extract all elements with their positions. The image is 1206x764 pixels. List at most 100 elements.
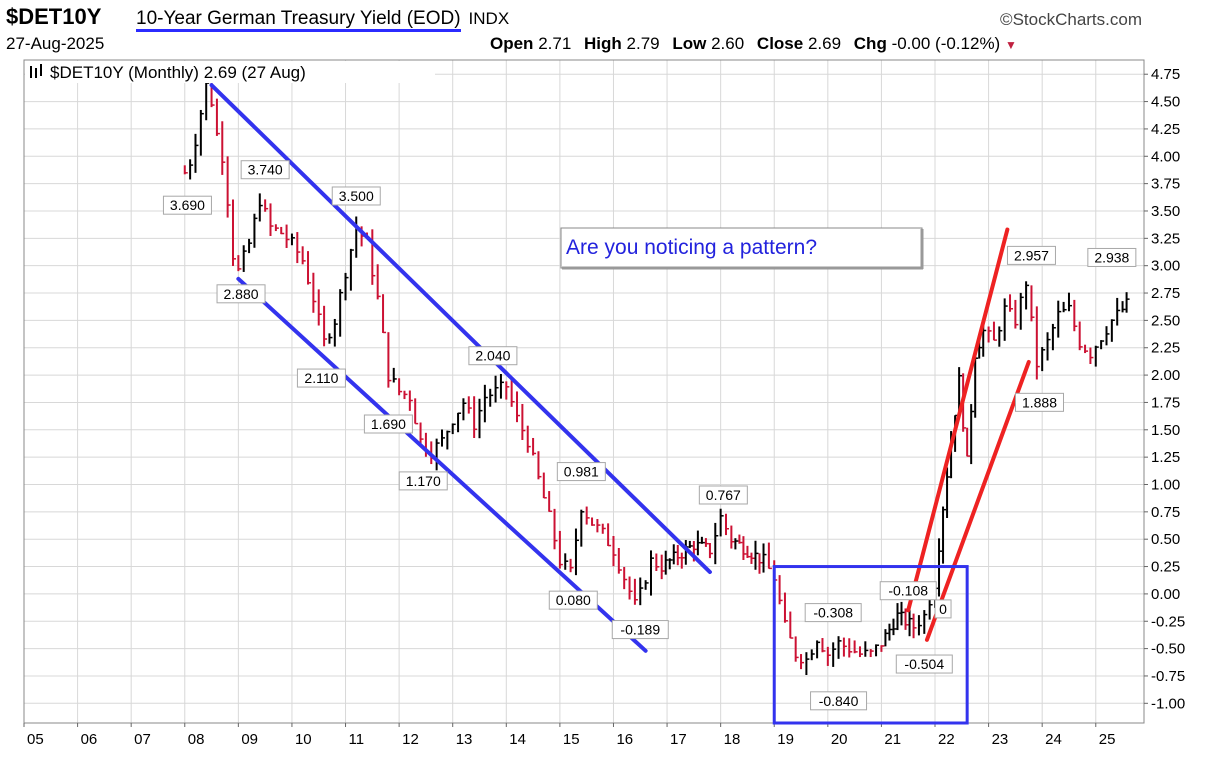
annotation: 3.690 <box>162 195 212 215</box>
annotation-label: 3.740 <box>248 162 283 178</box>
annotation-label: -0.840 <box>819 693 859 709</box>
low-value: 2.60 <box>711 34 745 53</box>
y-tick-label: 4.00 <box>1151 148 1180 165</box>
y-axis: 4.75 4.50 4.25 4.00 3.75 3.50 3.25 3.00 2.75 2.50… <box>1144 66 1185 712</box>
x-tick-label: 12 <box>402 731 419 748</box>
y-tick-label: 0.00 <box>1151 586 1180 603</box>
x-tick-label: 11 <box>349 731 365 748</box>
y-tick-label: 3.50 <box>1151 203 1180 220</box>
exchange-label: INDX <box>468 9 510 28</box>
chg-label: Chg <box>853 34 887 53</box>
annotation-label: 3.690 <box>170 197 205 213</box>
annotation: 1.170 <box>398 471 448 491</box>
annotation-label: 2.110 <box>304 370 338 386</box>
annotation-box <box>548 590 598 610</box>
annotation-label: -0.108 <box>888 583 928 599</box>
x-tick-label: 25 <box>1099 731 1116 748</box>
y-tick-label: 1.75 <box>1151 394 1180 411</box>
annotation-box <box>895 654 953 674</box>
annotation-label: 1.170 <box>406 473 441 489</box>
annotation-box <box>1087 247 1137 267</box>
plot-frame <box>23 59 1145 724</box>
y-tick-label: 1.50 <box>1151 422 1180 439</box>
legend-text: $DET10Y (Monthly) 2.69 (27 Aug) <box>50 63 306 82</box>
y-tick-label: 2.00 <box>1151 367 1180 384</box>
y-tick-label: 1.25 <box>1151 449 1180 466</box>
x-tick-label: 08 <box>188 731 205 748</box>
brand-logo[interactable]: ©StockCharts.com <box>1000 10 1142 29</box>
annotation-box <box>398 471 448 491</box>
close-value: 2.69 <box>807 34 842 53</box>
x-tick-label: 15 <box>563 731 580 748</box>
annotation-label: 2.957 <box>1014 247 1049 263</box>
annotation-label: 0.080 <box>556 592 591 608</box>
y-tick-label: 4.50 <box>1151 94 1180 111</box>
trend-lower-line <box>924 359 1031 642</box>
annotation-box <box>216 284 266 304</box>
x-tick-label: 16 <box>616 731 633 748</box>
bar-chart-icon <box>30 64 42 78</box>
annotation: -0.504 <box>895 654 953 674</box>
annotation-box <box>611 620 669 640</box>
x-tick-label: 19 <box>777 731 794 748</box>
annotation-box <box>331 186 381 206</box>
annotation-label: -0.189 <box>620 622 660 638</box>
x-tick-label: 10 <box>295 731 312 748</box>
annotation-box <box>556 462 606 482</box>
annotation-label: 0 <box>939 601 947 617</box>
y-tick-label: 0.50 <box>1151 531 1180 548</box>
y-tick-label: -0.50 <box>1151 641 1185 658</box>
annotation-label: 2.938 <box>1094 249 1129 265</box>
drawn-lines <box>209 83 1031 725</box>
callout: Are you noticing a pattern? <box>560 227 924 270</box>
x-tick-label: 06 <box>81 731 98 748</box>
annotation-box <box>468 346 518 366</box>
annotation: 2.938 <box>1087 247 1137 267</box>
annotation-label: -0.308 <box>813 605 853 621</box>
annotation-box <box>363 414 413 434</box>
annotation-label: -0.504 <box>904 656 944 672</box>
x-tick-label: 14 <box>509 731 526 748</box>
price-bars <box>183 74 1130 676</box>
annotation-box <box>810 691 868 711</box>
y-tick-label: 3.75 <box>1151 176 1180 193</box>
annotation: 0.981 <box>556 462 606 482</box>
chg-value: -0.00 (-0.12%) <box>891 34 1001 53</box>
annotation: 1.888 <box>1015 392 1065 412</box>
annotation: 2.957 <box>1006 245 1056 265</box>
chart-title: 10-Year German Treasury Yield (EOD) INDX <box>136 8 510 32</box>
annotation: -0.840 <box>810 691 868 711</box>
low-label: Low <box>672 34 707 53</box>
annotation: 2.110 <box>296 368 346 388</box>
x-tick-label: 22 <box>938 731 955 748</box>
annotation-box <box>162 195 212 215</box>
x-tick-label: 09 <box>241 731 258 748</box>
callout-text: Are you noticing a pattern? <box>566 236 817 259</box>
x-tick-label: 18 <box>724 731 741 748</box>
y-tick-label: 0.75 <box>1151 504 1180 521</box>
annotation-box <box>879 581 937 601</box>
x-tick-label: 13 <box>456 731 473 748</box>
title-text: 10-Year German Treasury Yield (EOD) <box>136 8 461 32</box>
annotation-box <box>698 485 748 505</box>
annotation-label: 2.880 <box>224 286 259 302</box>
annotation: 0 <box>934 599 952 619</box>
annotation: 0.080 <box>548 590 598 610</box>
annotation: -0.308 <box>804 603 862 623</box>
quote-line: Open 2.71 High 2.79 Low 2.60 Close 2.69 … <box>482 34 1017 54</box>
y-tick-label: 1.00 <box>1151 476 1180 493</box>
channel-upper-line <box>209 83 712 575</box>
y-tick-label: 3.00 <box>1151 258 1180 275</box>
annotation-label: 1.888 <box>1022 394 1057 410</box>
annotation-box <box>1006 245 1056 265</box>
quote-date: 27-Aug-2025 <box>6 34 105 53</box>
annotation-box <box>296 368 346 388</box>
highlight-box <box>772 565 969 725</box>
y-tick-label: 2.25 <box>1151 340 1180 357</box>
annotation: 3.740 <box>240 160 290 180</box>
x-tick-label: 07 <box>134 731 151 748</box>
y-tick-label: 2.75 <box>1151 285 1180 302</box>
annotation-box <box>934 599 952 619</box>
open-label: Open <box>490 34 534 53</box>
